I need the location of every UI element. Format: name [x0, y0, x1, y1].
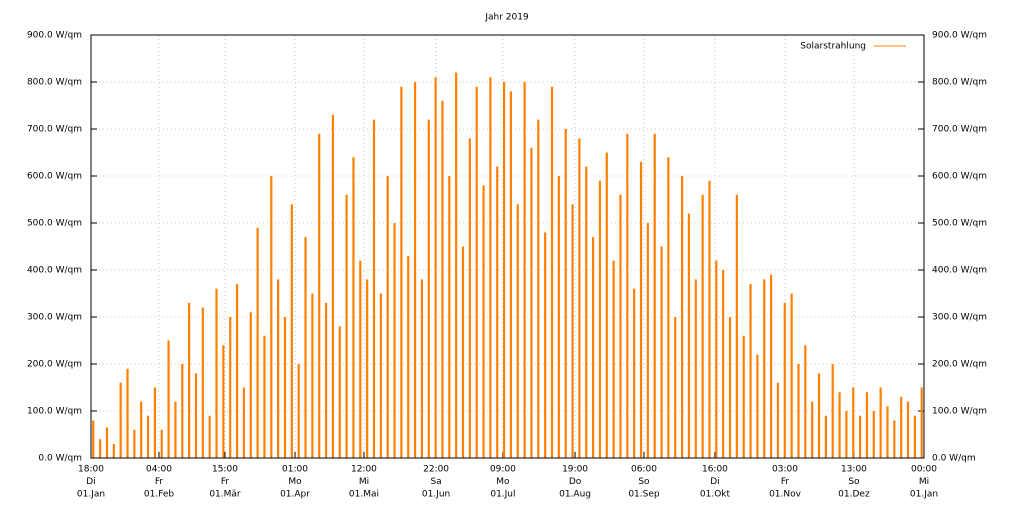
- x-tick-label: Mo: [288, 477, 302, 487]
- x-tick-label: 03:00: [772, 465, 798, 475]
- x-tick-label: Sa: [430, 477, 441, 487]
- x-tick-label: 01:00: [282, 465, 308, 475]
- x-tick-label: 01.Okt: [700, 490, 731, 500]
- x-tick-label: Di: [710, 477, 719, 487]
- plot-frame: [90, 34, 925, 459]
- y2-tick-label: 200.0 W/qm: [932, 360, 987, 370]
- legend-label: Solarstrahlung: [800, 42, 866, 52]
- x-tick-label: So: [848, 477, 860, 487]
- y-tick-label: 600.0 W/qm: [27, 172, 82, 182]
- x-tick-label: So: [638, 477, 650, 487]
- x-tick-label: 01.Jan: [77, 490, 105, 500]
- y-tick-label: 200.0 W/qm: [27, 360, 82, 370]
- x-tick-label: 01.Sep: [628, 490, 660, 500]
- x-tick-label: 01.Feb: [144, 490, 175, 500]
- x-tick-label: 01.Jun: [422, 490, 450, 500]
- y2-tick-label: 800.0 W/qm: [932, 78, 987, 88]
- y-tick-label: 300.0 W/qm: [27, 313, 82, 323]
- x-tick-label: Fr: [155, 477, 164, 487]
- x-tick-label: 01.Dez: [838, 490, 870, 500]
- y-tick-label: 500.0 W/qm: [27, 219, 82, 229]
- x-tick-label: 13:00: [841, 465, 867, 475]
- y-tick-label: 100.0 W/qm: [27, 407, 82, 417]
- x-tick-label: 06:00: [631, 465, 657, 475]
- y-tick-label: 700.0 W/qm: [27, 125, 82, 135]
- chart-title: Jahr 2019: [484, 13, 529, 23]
- x-tick-label: Mi: [919, 477, 929, 487]
- x-tick-label: 19:00: [562, 465, 588, 475]
- x-tick-label: 01.Jan: [910, 490, 938, 500]
- x-tick-label: 00:00: [911, 465, 937, 475]
- x-tick-label: 01.Mai: [349, 490, 379, 500]
- x-tick-label: 15:00: [212, 465, 238, 475]
- x-tick-label: 04:00: [146, 465, 172, 475]
- y-tick-label: 0.0 W/qm: [38, 454, 82, 464]
- x-tick-label: Fr: [221, 477, 230, 487]
- y2-tick-label: 700.0 W/qm: [932, 125, 987, 135]
- x-tick-label: 22:00: [423, 465, 449, 475]
- y-tick-label: 800.0 W/qm: [27, 78, 82, 88]
- y-tick-label: 400.0 W/qm: [27, 266, 82, 276]
- y-tick-label: 900.0 W/qm: [27, 31, 82, 41]
- x-tick-label: Mo: [496, 477, 510, 487]
- y2-tick-label: 300.0 W/qm: [932, 313, 987, 323]
- x-tick-label: 16:00: [702, 465, 728, 475]
- y2-tick-label: 0.0 W/qm: [932, 454, 976, 464]
- x-tick-label: 01.Nov: [769, 490, 802, 500]
- x-tick-label: Mi: [359, 477, 369, 487]
- x-tick-label: 18:00: [78, 465, 104, 475]
- y2-tick-label: 600.0 W/qm: [932, 172, 987, 182]
- x-tick-label: 01.Jul: [490, 490, 515, 500]
- x-tick-label: Fr: [781, 477, 790, 487]
- x-tick-label: 12:00: [351, 465, 377, 475]
- x-tick-label: 09:00: [490, 465, 516, 475]
- x-tick-label: 01.Mär: [209, 490, 241, 500]
- y2-tick-label: 400.0 W/qm: [932, 266, 987, 276]
- y2-tick-label: 100.0 W/qm: [932, 407, 987, 417]
- y2-tick-label: 900.0 W/qm: [932, 31, 987, 41]
- y2-tick-label: 500.0 W/qm: [932, 219, 987, 229]
- x-tick-label: 01.Apr: [280, 490, 310, 500]
- x-tick-label: Do: [569, 477, 582, 487]
- x-tick-label: 01.Aug: [559, 490, 591, 500]
- x-tick-label: Di: [86, 477, 95, 487]
